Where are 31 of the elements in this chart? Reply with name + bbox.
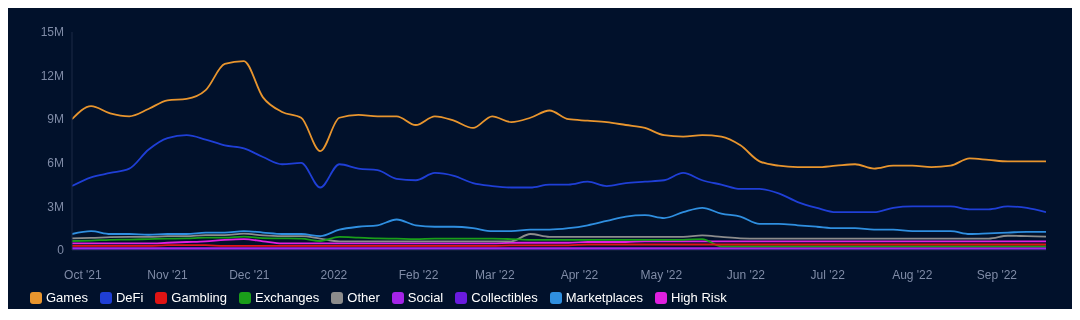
- y-tick-label: 12M: [40, 68, 64, 83]
- x-tick-label: Feb '22: [398, 267, 439, 282]
- line-series: [72, 206, 1046, 238]
- legend-label: Marketplaces: [565, 290, 644, 305]
- line-series: [72, 134, 1046, 214]
- x-tick-label: Aug '22: [892, 267, 933, 282]
- line-series: [72, 232, 1046, 243]
- x-tick-label: Oct '21: [64, 267, 103, 282]
- legend-label: Collectibles: [471, 290, 538, 305]
- y-tick-label: 9M: [47, 112, 64, 127]
- legend-label: High Risk: [671, 290, 727, 305]
- x-tick-label: Sep '22: [976, 267, 1018, 282]
- legend-label: Games: [46, 290, 88, 305]
- legend-label: Social: [407, 290, 444, 305]
- x-tick-label: Apr '22: [560, 267, 599, 282]
- legend-label: Gambling: [171, 290, 227, 305]
- x-tick-label: Jul '22: [810, 267, 846, 282]
- x-tick-label: 2022: [320, 267, 348, 282]
- y-tick-label: 6M: [47, 156, 64, 171]
- x-tick-label: May '22: [640, 267, 683, 282]
- x-tick-label: Jun '22: [726, 267, 766, 282]
- y-tick-label: 3M: [47, 199, 64, 214]
- line-series: [72, 60, 1046, 170]
- legend-label: Other: [347, 290, 380, 305]
- y-tick-label: 0: [57, 243, 65, 258]
- y-tick-label: 15M: [40, 25, 64, 40]
- x-tick-label: Dec '21: [229, 267, 270, 282]
- legend-label: DeFi: [115, 290, 144, 305]
- x-tick-label: Nov '21: [147, 267, 188, 282]
- x-tick-label: Mar '22: [475, 267, 516, 282]
- legend-label: Exchanges: [255, 290, 320, 305]
